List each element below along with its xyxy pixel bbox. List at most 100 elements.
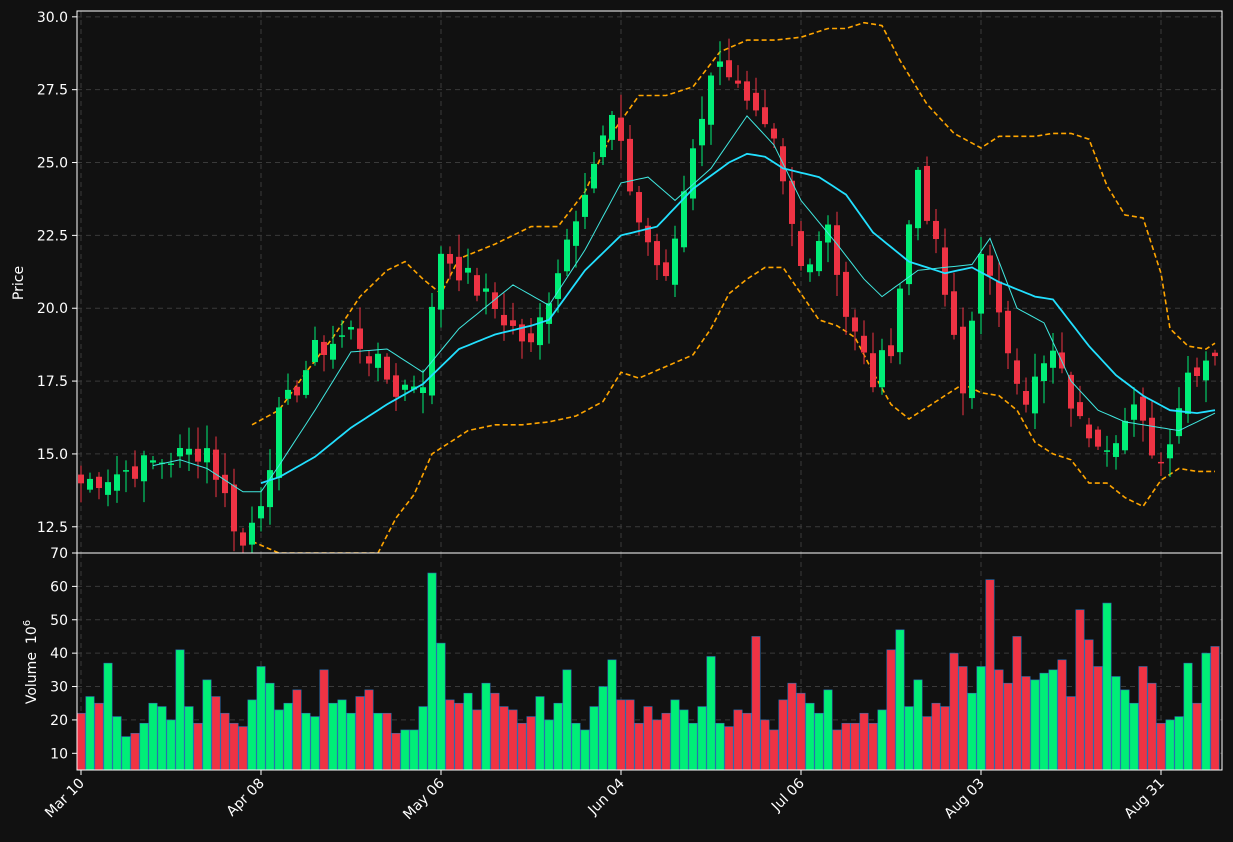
volume-bar — [364, 689, 374, 771]
candle-body — [429, 306, 435, 396]
volume-bar — [1120, 689, 1130, 771]
price-tick-label: 15.0 — [37, 447, 68, 463]
volume-bar — [319, 669, 329, 771]
candle-body — [114, 474, 120, 491]
volume-bar — [841, 722, 851, 771]
candle-body — [1122, 420, 1128, 451]
volume-bar — [886, 649, 896, 771]
candle-body — [357, 328, 363, 349]
candle-body — [141, 455, 147, 482]
volume-bar — [859, 712, 869, 771]
volume-bar — [643, 706, 653, 771]
volume-bar — [1156, 722, 1166, 771]
volume-bar — [1102, 602, 1112, 771]
volume-bar — [832, 729, 842, 771]
candle-body — [564, 239, 570, 272]
volume-bar — [436, 642, 446, 771]
candle-body — [735, 80, 741, 84]
candle-body — [1113, 443, 1119, 457]
volume-bar — [823, 689, 833, 771]
candle-body — [681, 191, 687, 248]
candle-body — [915, 169, 921, 229]
volume-bar — [742, 712, 752, 771]
volume-bar — [112, 716, 122, 771]
candle-body — [1005, 310, 1011, 354]
volume-bar — [328, 702, 338, 771]
volume-bar — [931, 702, 941, 771]
bollinger-bands — [251, 21, 1216, 553]
candle-body — [969, 320, 975, 399]
candle-body — [195, 448, 201, 462]
candle-body — [330, 343, 336, 360]
candle-body — [879, 350, 885, 388]
volume-bar — [229, 722, 239, 771]
volume-bar — [598, 686, 608, 771]
volume-bar — [1192, 702, 1202, 771]
candle-body — [699, 118, 705, 146]
price-tick-label: 20.0 — [37, 301, 68, 317]
volume-bar — [121, 736, 131, 771]
candle-body — [960, 326, 966, 394]
volume-tick-label: 60 — [50, 579, 68, 595]
volume-bar — [607, 659, 617, 771]
candle-body — [924, 165, 930, 221]
volume-bar — [382, 712, 392, 771]
volume-bar — [292, 689, 302, 771]
candle-body — [168, 463, 174, 465]
volume-bar — [103, 662, 113, 771]
volume-bar — [193, 722, 203, 771]
candle-body — [393, 375, 399, 397]
volume-bar — [1138, 666, 1148, 771]
volume-bar — [553, 702, 563, 771]
volume-bar — [1093, 666, 1103, 771]
volume-bar — [796, 692, 806, 771]
candle-body — [1023, 390, 1029, 405]
candle-body — [798, 231, 804, 266]
candle-body — [1158, 461, 1164, 464]
candle-body — [519, 324, 525, 342]
volume-bar — [1039, 672, 1049, 771]
candle-body — [339, 335, 345, 337]
volume-bar — [769, 729, 779, 771]
volume-bar — [949, 652, 959, 771]
volume-bar — [616, 699, 626, 771]
candle-body — [1086, 424, 1092, 439]
volume-bar — [733, 709, 743, 771]
candle-body — [708, 75, 714, 125]
candle-body — [744, 81, 750, 101]
candle-body — [528, 333, 534, 343]
volume-bar — [661, 712, 671, 771]
price-tick-label: 17.5 — [37, 374, 68, 390]
volume-bar — [976, 666, 986, 771]
volume-bar — [373, 712, 383, 771]
volume-bar — [967, 692, 977, 771]
volume-bar — [850, 722, 860, 771]
candle-body — [438, 253, 444, 310]
volume-axis-label-sup: 6 — [22, 620, 33, 626]
volume-bar — [238, 726, 248, 771]
volume-bar — [346, 712, 356, 771]
volume-bar — [895, 629, 905, 771]
candle-body — [411, 386, 417, 390]
candle-body — [294, 386, 300, 396]
candle-body — [465, 267, 471, 273]
candle-body — [996, 281, 1002, 313]
candle-body — [861, 335, 867, 353]
candle-body — [1194, 367, 1200, 376]
candle-body — [474, 275, 480, 296]
volume-bar — [526, 716, 536, 771]
candle-body — [1032, 376, 1038, 414]
candle-body — [285, 389, 291, 399]
candle-body — [240, 532, 246, 546]
candle-body — [312, 339, 318, 363]
volume-bar — [1111, 676, 1121, 771]
candle-body — [276, 407, 282, 478]
candle-body — [1131, 404, 1137, 420]
volume-tick-label: 20 — [50, 713, 68, 729]
candle-body — [951, 291, 957, 335]
candle-body — [645, 225, 651, 243]
candle-body — [213, 449, 219, 480]
volume-axis-label-text: Volume — [24, 652, 40, 704]
volume-bar — [1210, 646, 1220, 771]
candle-body — [1095, 429, 1101, 447]
